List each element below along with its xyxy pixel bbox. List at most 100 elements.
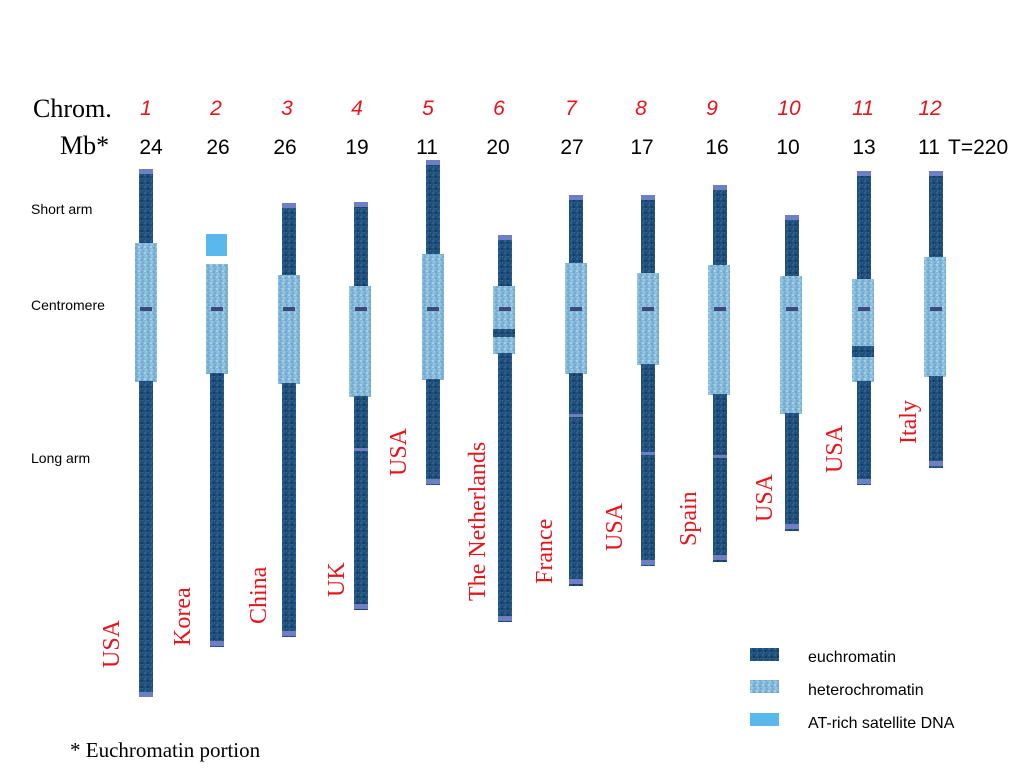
heterochromatin-block [422, 254, 444, 380]
centromere-mark [499, 307, 511, 311]
centromere-mark [355, 307, 367, 311]
euchromatin-long-arm [426, 379, 440, 485]
chrom-number-1: 1 [140, 97, 152, 120]
mb-value-4: 19 [345, 136, 368, 159]
short-arm-label: Short arm [31, 201, 92, 217]
euchromatin-short-arm [282, 204, 296, 276]
country-label-3: China [246, 566, 272, 624]
country-label-11: USA [822, 424, 848, 473]
mb-label: Mb* [60, 131, 109, 160]
heterochromatin-block [278, 275, 300, 384]
heterochromatin-block [135, 243, 157, 382]
euchromatin-short-arm [426, 160, 440, 255]
euchromatin-long-arm [282, 383, 296, 637]
centromere-label: Centromere [31, 297, 105, 313]
chrom-number-11: 11 [852, 97, 874, 120]
heterochromatin-block [565, 263, 587, 374]
euchromatin-short-arm [498, 236, 512, 287]
telomere-cap-top [857, 171, 871, 176]
chromosome-1 [135, 169, 157, 697]
euchromatin-short-arm [785, 216, 799, 277]
euchromatin-long-arm [139, 381, 153, 696]
telomere-cap-top [498, 235, 512, 240]
centromere-mark [570, 307, 582, 311]
country-label-1: USA [99, 619, 125, 668]
chrom-number-10: 10 [777, 97, 801, 120]
chrom-label: Chrom. [33, 94, 112, 123]
mb-value-12: 11 [918, 136, 940, 159]
centromere-mark [427, 307, 439, 311]
chromosome-4 [349, 202, 371, 610]
euchromatin-short-arm [139, 171, 153, 244]
chrom-number-4: 4 [351, 97, 363, 120]
telomere-cap-top [426, 160, 440, 165]
euchromatin-long-arm [569, 373, 583, 586]
legend-swatch-satellite [750, 713, 779, 726]
chrom-number-8: 8 [635, 97, 647, 120]
chromosome-6 [493, 235, 515, 622]
euchromatin-band [852, 346, 874, 357]
country-label-10: USA [752, 473, 778, 522]
chromosome-3 [278, 203, 300, 637]
telomere-cap-bottom [857, 479, 871, 484]
chromosome-7 [565, 195, 587, 586]
telomere-cap-bottom [929, 461, 943, 466]
mb-value-1: 24 [139, 136, 163, 159]
euchromatin-band [493, 329, 515, 337]
chrom-number-9: 9 [706, 97, 718, 120]
heterochromatin-block [349, 286, 371, 397]
chromosome-numbers: 1 2 3 4 5 6 7 8 9 10 11 12 [140, 97, 942, 120]
centromere-mark [930, 307, 942, 311]
total-label: T=220 [948, 136, 1008, 159]
mb-value-8: 17 [630, 136, 653, 159]
mb-value-3: 26 [273, 136, 296, 159]
chrom-number-6: 6 [493, 97, 505, 120]
country-label-7: France [532, 519, 558, 584]
legend-label-euchromatin: euchromatin [808, 649, 896, 666]
telomere-cap-top [569, 195, 583, 200]
euchromatin-long-arm [354, 396, 368, 610]
heterochromatin-block [637, 273, 659, 365]
chromosome-10 [780, 215, 802, 531]
telomere-cap-top [139, 169, 153, 174]
centromere-mark [714, 307, 726, 311]
telomere-cap-bottom [569, 579, 583, 584]
chromosome-11 [852, 171, 874, 485]
euchromatin-short-arm [641, 196, 655, 274]
heterochromatin-block [780, 276, 802, 414]
legend-label-satellite: AT-rich satellite DNA [808, 715, 955, 732]
euchromatin-long-arm [498, 353, 512, 622]
footnote: * Euchromatin portion [70, 738, 261, 762]
euchromatin-short-arm [857, 172, 871, 280]
mb-value-5: 11 [416, 136, 438, 159]
legend-swatch-heterochromatin [750, 680, 779, 693]
telomere-cap-bottom [641, 560, 655, 565]
telomere-cap-bottom [498, 616, 512, 621]
telomere-cap-top [713, 185, 727, 190]
chrom-number-2: 2 [209, 97, 222, 120]
euchromatin-long-arm [929, 376, 943, 468]
band-mark [641, 452, 655, 455]
chromosome-8 [637, 195, 659, 566]
country-label-9: Spain [676, 491, 702, 546]
heterochromatin-block [708, 265, 730, 395]
heterochromatin-block [493, 286, 515, 354]
chrom-number-12: 12 [918, 97, 942, 120]
band-mark [713, 455, 727, 458]
chromosome-5 [422, 160, 444, 485]
telomere-cap-top [282, 203, 296, 208]
chromosome-12 [924, 171, 946, 468]
centromere-mark [858, 307, 870, 311]
heterochromatin-block [206, 264, 228, 374]
euchromatin-short-arm [569, 196, 583, 264]
mb-value-11: 13 [852, 136, 875, 159]
telomere-cap-bottom [354, 604, 368, 609]
band-mark [354, 448, 368, 451]
long-arm-label: Long arm [31, 450, 90, 466]
chrom-number-7: 7 [565, 97, 578, 120]
band-mark [569, 414, 583, 417]
mb-value-6: 20 [486, 136, 509, 159]
telomere-cap-top [354, 202, 368, 207]
centromere-mark [283, 307, 295, 311]
chrom-number-5: 5 [422, 97, 434, 120]
